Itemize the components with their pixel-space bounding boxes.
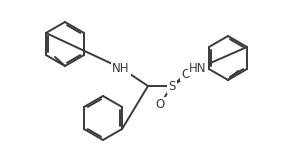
Text: O: O bbox=[181, 68, 191, 81]
Text: NH: NH bbox=[112, 62, 130, 75]
Text: O: O bbox=[155, 97, 165, 111]
Text: S: S bbox=[168, 79, 176, 92]
Text: HN: HN bbox=[189, 62, 207, 75]
